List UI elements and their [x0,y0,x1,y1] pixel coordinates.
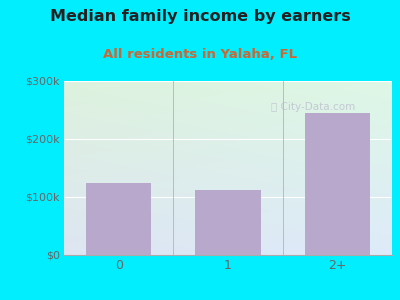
Bar [304,113,370,255]
Text: All residents in Yalaha, FL: All residents in Yalaha, FL [103,48,297,61]
Bar [195,190,261,255]
Text: ⓘ City-Data.com: ⓘ City-Data.com [271,102,355,112]
Text: Median family income by earners: Median family income by earners [50,9,350,24]
Bar [86,182,152,255]
